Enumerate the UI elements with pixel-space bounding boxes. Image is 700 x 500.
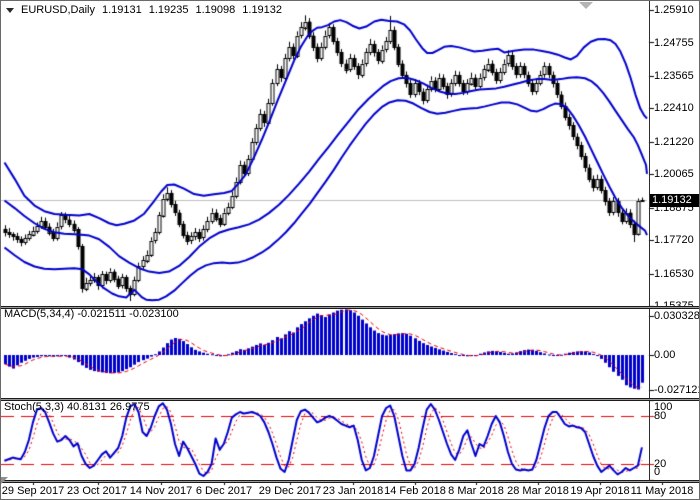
time-axis-border xyxy=(1,480,699,483)
macd-axis-label: 0.030328 xyxy=(654,310,700,322)
macd-axis-label: 0.00 xyxy=(654,349,676,361)
macd-value: -0.021511 xyxy=(77,308,127,320)
stoch-signal-value: 26.9775 xyxy=(109,401,150,413)
collapse-icon[interactable] xyxy=(6,7,14,13)
time-axis-label: 11 May 2018 xyxy=(630,485,694,497)
corner-marker-icon xyxy=(1,477,8,484)
price-axis-label: 1.23565 xyxy=(654,70,694,82)
price-axis-label: 1.21220 xyxy=(654,136,694,148)
ohlc-low: 1.19098 xyxy=(195,4,236,16)
time-axis-label: 6 Dec 2017 xyxy=(195,485,253,497)
stoch-name: Stoch(5,3,3) xyxy=(4,401,64,413)
symbol-period-label: EURUSD,Daily xyxy=(21,4,95,16)
macd-pane-label: MACD(5,34,4) -0.021511 -0.023100 xyxy=(4,308,179,320)
ohlc-high: 1.19235 xyxy=(148,4,189,16)
stoch-axis-label: 20 xyxy=(654,458,667,470)
pane-separator-macd[interactable] xyxy=(1,306,699,309)
time-axis-label: 29 Sep 2017 xyxy=(1,485,65,497)
stoch-axis-label: 0 xyxy=(654,466,661,478)
ohlc-open: 1.19131 xyxy=(101,4,142,16)
current-price-tag: 1.19132 xyxy=(650,194,699,207)
price-axis-label: 1.24755 xyxy=(654,37,694,49)
price-axis-label: 1.25910 xyxy=(654,4,694,16)
ohlc-close: 1.19132 xyxy=(242,4,283,16)
price-axis-label: 1.16530 xyxy=(654,268,694,280)
stoch-axis-label: 100 xyxy=(654,401,673,413)
stoch-pane-label: Stoch(5,3,3) 40.8131 26.9775 xyxy=(4,401,150,413)
time-axis-label: 14 Feb 2018 xyxy=(384,485,446,497)
time-axis-label: 28 Mar 2018 xyxy=(507,485,569,497)
chart-shift-marker-icon[interactable] xyxy=(579,2,593,9)
macd-signal-value: -0.023100 xyxy=(129,308,179,320)
price-axis-line xyxy=(649,1,650,482)
time-axis-label: 19 Apr 2018 xyxy=(570,485,630,497)
macd-name: MACD(5,34,4) xyxy=(4,308,75,320)
time-axis-label: 8 Mar 2018 xyxy=(448,485,504,497)
time-axis-label: 29 Dec 2017 xyxy=(258,485,322,497)
stoch-axis-label: 80 xyxy=(654,410,667,422)
macd-axis-label: -0.027121 xyxy=(654,384,700,396)
pane-separator-stoch[interactable] xyxy=(1,398,699,401)
time-axis-label: 14 Nov 2017 xyxy=(129,485,193,497)
time-axis-label: 23 Oct 2017 xyxy=(67,485,127,497)
stoch-value: 40.8131 xyxy=(66,401,107,413)
price-axis-label: 1.20065 xyxy=(654,168,694,180)
chart-header: EURUSD,Daily 1.19131 1.19235 1.19098 1.1… xyxy=(6,4,282,16)
price-axis-label: 1.22410 xyxy=(654,102,694,114)
time-axis-label: 23 Jan 2018 xyxy=(322,485,384,497)
price-axis-label: 1.17720 xyxy=(654,234,694,246)
